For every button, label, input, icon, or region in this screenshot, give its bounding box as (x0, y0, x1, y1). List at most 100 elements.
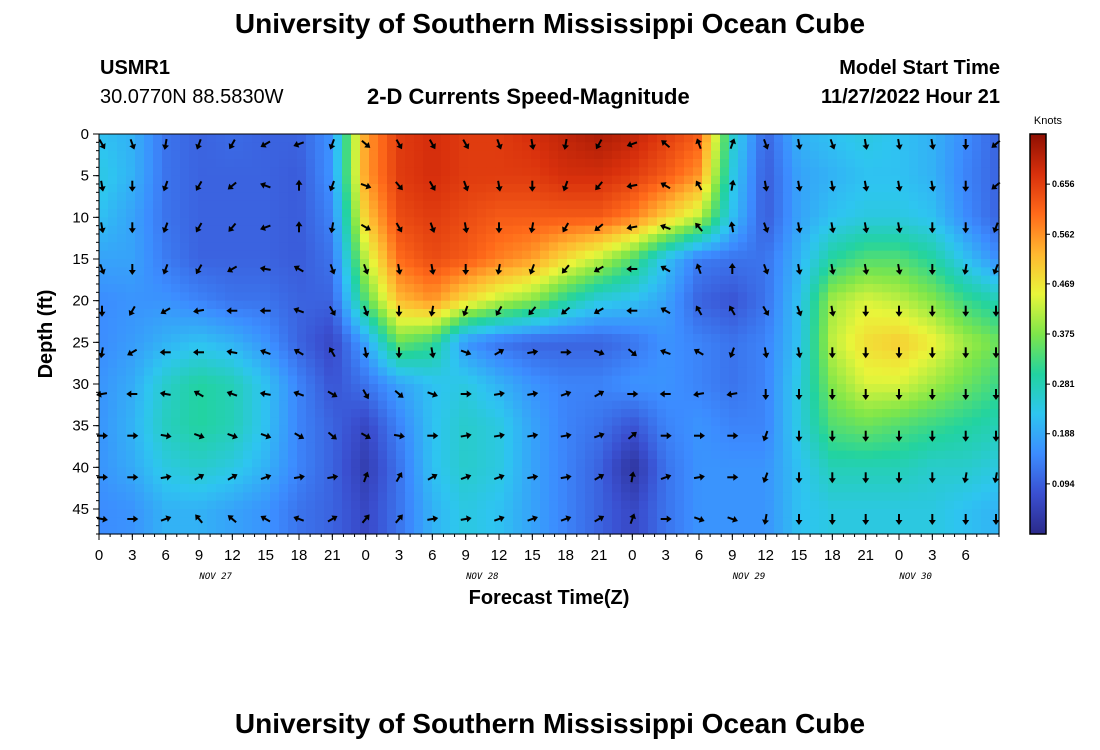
heatmap-cell (567, 334, 577, 343)
heatmap-cell (855, 484, 865, 493)
heatmap-cell (99, 409, 109, 418)
heatmap-cell (945, 409, 955, 418)
heatmap-cell (450, 334, 460, 343)
heatmap-cell (495, 467, 505, 477)
current-arrow (726, 390, 738, 398)
heatmap-cell (720, 400, 730, 410)
heatmap-cell (558, 400, 568, 410)
heatmap-cell (882, 459, 892, 468)
heatmap-cell (549, 492, 559, 502)
heatmap-cell (873, 509, 883, 518)
heatmap-cell (774, 284, 784, 293)
heatmap-cell (882, 500, 892, 510)
heatmap-cell (864, 467, 874, 477)
heatmap-cell (612, 284, 622, 293)
heatmap-cell (873, 309, 883, 318)
heatmap-cell (108, 492, 118, 502)
heatmap-cell (936, 259, 946, 268)
heatmap-cell (702, 484, 712, 493)
heatmap-cell (378, 434, 388, 443)
heatmap-cell (513, 325, 523, 335)
heatmap-cell (333, 475, 343, 485)
heatmap-cell (531, 409, 541, 418)
heatmap-cell (396, 192, 406, 202)
heatmap-cell (216, 317, 226, 327)
heatmap-cell (846, 434, 856, 443)
heatmap-cell (801, 134, 811, 143)
heatmap-cell (144, 134, 154, 143)
heatmap-cell (261, 359, 271, 368)
heatmap-cell (693, 259, 703, 268)
heatmap-cell (288, 267, 298, 277)
heatmap-cell (117, 250, 127, 260)
heatmap-cell (468, 467, 478, 477)
heatmap-cell (540, 384, 550, 393)
heatmap-cell (333, 167, 343, 177)
heatmap-cell (423, 334, 433, 343)
heatmap-cell (855, 334, 865, 343)
heatmap-cell (360, 450, 370, 460)
heatmap-cell (540, 200, 550, 210)
heatmap-cell (162, 359, 172, 368)
heatmap-cell (873, 334, 883, 343)
heatmap-cell (738, 442, 748, 452)
heatmap-cell (864, 234, 874, 243)
heatmap-cell (270, 284, 280, 293)
heatmap-cell (954, 500, 964, 510)
heatmap-cell (819, 275, 829, 285)
heatmap-cell (297, 192, 307, 202)
heatmap-cell (702, 525, 712, 535)
heatmap-cell (918, 292, 928, 302)
heatmap-cell (765, 142, 775, 152)
heatmap-cell (720, 417, 730, 427)
heatmap-cell (864, 425, 874, 435)
heatmap-cell (855, 317, 865, 327)
heatmap-cell (135, 209, 145, 218)
heatmap-cell (450, 217, 460, 227)
heatmap-cell (873, 392, 883, 402)
heatmap-cell (720, 309, 730, 318)
heatmap-cell (549, 475, 559, 485)
heatmap-cell (360, 517, 370, 527)
heatmap-cell (981, 525, 991, 535)
heatmap-cell (405, 342, 415, 352)
current-arrow (493, 390, 505, 398)
heatmap-cell (252, 325, 262, 335)
heatmap-cell (180, 275, 190, 285)
heatmap-cell (891, 342, 901, 352)
heatmap-cell (612, 434, 622, 443)
heatmap-cell (432, 375, 442, 385)
heatmap-cell (459, 284, 469, 293)
heatmap-cell (873, 442, 883, 452)
heatmap-cell (819, 142, 829, 152)
current-arrow (561, 264, 570, 274)
heatmap-cell (486, 334, 496, 343)
heatmap-cell (171, 267, 181, 277)
heatmap-cell (135, 367, 145, 377)
heatmap-cell (873, 217, 883, 227)
heatmap-cell (567, 384, 577, 393)
heatmap-cell (279, 317, 289, 327)
heatmap-cell (702, 517, 712, 527)
heatmap-cell (153, 392, 163, 402)
heatmap-cell (747, 525, 757, 535)
heatmap-cell (468, 409, 478, 418)
heatmap-cell (405, 517, 415, 527)
heatmap-cell (207, 359, 217, 368)
heatmap-cell (468, 300, 478, 310)
heatmap-cell (216, 167, 226, 177)
heatmap-cell (954, 409, 964, 418)
heatmap-cell (765, 384, 775, 393)
heatmap-cell (360, 434, 370, 443)
heatmap-cell (432, 484, 442, 493)
heatmap-cell (405, 425, 415, 435)
heatmap-cell (315, 309, 325, 318)
heatmap-cell (324, 500, 334, 510)
heatmap-cell (531, 400, 541, 410)
heatmap-cell (567, 259, 577, 268)
heatmap-cell (981, 192, 991, 202)
heatmap-cell (693, 134, 703, 143)
heatmap-cell (828, 359, 838, 368)
heatmap-cell (954, 300, 964, 310)
heatmap-cell (585, 250, 595, 260)
